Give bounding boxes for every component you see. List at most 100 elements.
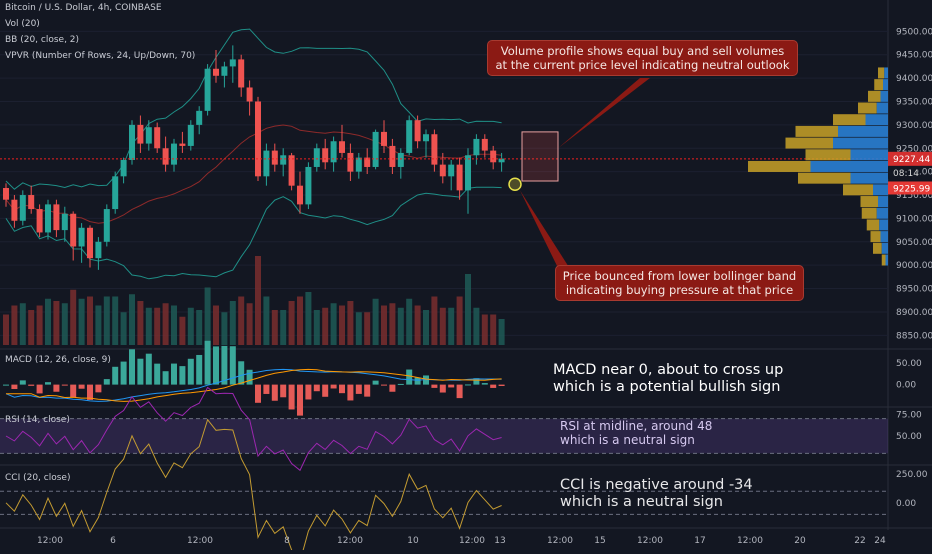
volume-bar [313, 310, 320, 345]
last-price-label: 9227.44 [893, 155, 930, 165]
time-tick-label: 6 [110, 536, 116, 546]
candle-body [456, 164, 463, 191]
volume-bar [423, 310, 429, 345]
signal-line [6, 368, 502, 402]
candle-body [473, 138, 480, 156]
macd-histogram-bar [120, 361, 127, 385]
callout-line: at the current price level indicating ne… [495, 58, 790, 72]
macd-histogram-bar [305, 384, 312, 400]
macd-histogram-bar [498, 384, 505, 387]
time-tick-label: 12:00 [37, 536, 63, 546]
macd-histogram-bar [112, 366, 119, 385]
macd-histogram-bar [255, 384, 261, 403]
macd-histogram-bar [322, 384, 329, 397]
note-line: which is a potential bullish sign [553, 379, 781, 395]
volume-bar [381, 305, 387, 345]
candle-body [213, 68, 219, 76]
candle-body [28, 195, 35, 210]
volume-bar [238, 296, 245, 345]
macd-histogram-bar [339, 384, 345, 394]
vpvr-buy-bar [805, 149, 851, 161]
price-tick-label: 9300.00 [896, 121, 932, 131]
note-line: which is a neutral sign [560, 494, 723, 510]
candle-body [381, 131, 387, 146]
macd-histogram-bar [263, 384, 270, 394]
vpvr-sell-bar [878, 196, 888, 208]
candle-body [87, 227, 93, 259]
vpvr-buy-bar [866, 219, 880, 231]
volume-bar [406, 298, 413, 345]
vpvr-sell-bar [865, 114, 888, 126]
price-tick-label: 9100.00 [896, 214, 932, 224]
macd-histogram-bar [364, 384, 371, 397]
price-tick-label: 8900.00 [896, 308, 932, 318]
candle-body [229, 59, 236, 67]
macd-histogram-bar [473, 378, 480, 385]
rsi-line [5, 386, 502, 472]
candle-body [465, 155, 471, 191]
volume-bar [490, 314, 497, 345]
candle-body [431, 134, 438, 165]
candle-body [389, 145, 396, 167]
volume-bar [347, 301, 354, 345]
indicator-bb[interactable]: BB (20, close, 2) [5, 35, 80, 45]
candle-body [448, 164, 455, 177]
candle-body [154, 127, 161, 149]
macd-histogram-bar [154, 363, 161, 385]
macd-histogram-bar [389, 384, 396, 392]
volume-bar [61, 303, 68, 345]
cci-label[interactable]: CCI (20, close) [5, 473, 71, 483]
rsi-note: RSI at midline, around 48 which is a neu… [560, 419, 712, 447]
bollinger-basis [5, 124, 502, 224]
macd-histogram-bar [355, 384, 362, 394]
marker-price-label: 9225.99 [893, 184, 930, 194]
candle-body [162, 148, 169, 165]
vpvr-sell-bar [881, 242, 888, 254]
macd-histogram-bar [271, 384, 278, 401]
candle-body [246, 87, 253, 102]
candle-body [280, 155, 287, 165]
vpvr-buy-bar [858, 102, 877, 114]
note-line: MACD near 0, about to cross up [553, 362, 784, 378]
volume-bar [229, 301, 236, 345]
indicator-vol[interactable]: Vol (20) [5, 19, 40, 29]
rsi-label[interactable]: RSI (14, close) [5, 415, 70, 425]
vpvr-buy-bar [874, 79, 883, 91]
marker-price-badge [888, 181, 932, 195]
macd-histogram-bar [171, 363, 177, 385]
volume-bar [263, 296, 270, 345]
candle-body [423, 134, 429, 142]
time-tick-label: 10 [407, 536, 419, 546]
macd-histogram-bar [11, 384, 18, 390]
vpvr-sell-bar [838, 125, 888, 137]
bollinger-callout: Price bounced from lower bollinger band … [555, 265, 804, 301]
macd-line [5, 368, 502, 402]
candle-body [112, 176, 119, 210]
price-tick-label: 9250.00 [896, 144, 932, 154]
candle-body [129, 124, 135, 160]
macd-histogram-bar [103, 379, 110, 385]
volume-bar [481, 314, 488, 345]
volume-bar [213, 305, 219, 345]
volume-bar [28, 310, 35, 345]
vpvr-sell-bar [880, 90, 888, 102]
vpvr-sell-bar [876, 102, 888, 114]
vpvr-buy-bar [795, 125, 838, 137]
macd-histogram-bar [187, 358, 194, 385]
callout-pointer [520, 190, 572, 272]
vpvr-sell-bar [883, 79, 888, 91]
vpvr-sell-bar [884, 67, 888, 79]
volume-bar [280, 310, 287, 345]
volume-bar [322, 307, 329, 345]
macd-label[interactable]: MACD (12, 26, close, 9) [5, 355, 111, 365]
volume-bar [70, 289, 77, 345]
candle-body [103, 209, 110, 242]
macd-histogram-bar [221, 345, 228, 385]
time-tick-label: 15 [594, 536, 605, 546]
candle-body [36, 209, 43, 233]
macd-histogram-bar [397, 383, 404, 385]
indicator-vpvr[interactable]: VPVR (Number Of Rows, 24, Up/Down, 70) [5, 51, 196, 61]
note-line: RSI at midline, around 48 [560, 419, 713, 433]
candle-body [70, 213, 77, 247]
